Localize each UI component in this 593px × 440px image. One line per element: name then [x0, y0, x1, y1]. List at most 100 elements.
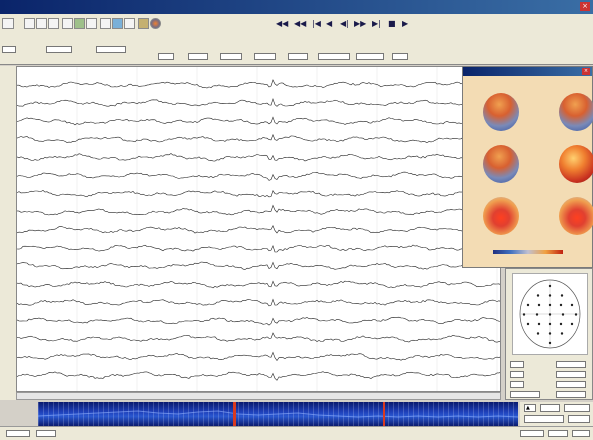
status-field-4[interactable] [548, 430, 568, 437]
back-icon[interactable]: ◀ [326, 19, 333, 28]
electrode-dot [536, 294, 540, 297]
eeg-trace-area[interactable] [16, 66, 501, 392]
electrode-dot [536, 332, 540, 335]
head-model-icon [559, 145, 593, 183]
eeg-channel-trace [17, 244, 500, 253]
eeg-channel-trace [17, 116, 500, 126]
status-field-2[interactable] [36, 430, 56, 437]
eeg-waveforms [17, 67, 500, 391]
status-bar [0, 426, 593, 440]
montage-select[interactable] [46, 46, 72, 53]
electrode-dot [548, 303, 552, 307]
electrode-dot [522, 313, 526, 316]
step-back-icon[interactable]: |◀ [312, 19, 321, 28]
status-field-5[interactable] [572, 430, 590, 437]
spectrogram-marker [233, 402, 236, 426]
analysis-icon[interactable] [124, 18, 135, 29]
save-icon[interactable] [36, 18, 47, 29]
electrode-dot [548, 284, 552, 288]
step-forward-icon[interactable]: ▶| [372, 19, 381, 28]
electrode-grid-icon[interactable] [512, 273, 588, 355]
electrode-option-2[interactable] [556, 371, 586, 378]
horizontal-scrollbar[interactable] [16, 392, 501, 400]
map-icon[interactable] [138, 18, 149, 29]
title-bar: × [0, 0, 593, 14]
head-model-icon [559, 197, 593, 235]
electrode-option-3[interactable] [556, 381, 586, 388]
eeg-channel-trace [17, 204, 500, 216]
eeg-channel-trace [17, 79, 500, 89]
toolbar: ◀◀ ◀◀ |◀ ◀ ◀| ▶▶ ▶| ■ ▶ [0, 14, 593, 43]
map-panel-title [463, 67, 592, 76]
scroll-field[interactable] [2, 46, 16, 53]
status-field-1[interactable] [6, 430, 30, 437]
eeg-channel-trace [17, 171, 500, 181]
electrode-field-2[interactable] [510, 371, 524, 378]
eeg-channel-trace [17, 261, 500, 270]
channel-gutter [0, 66, 17, 400]
electrode-dot [526, 322, 530, 326]
head-model-icon [483, 197, 519, 235]
print-icon[interactable] [48, 18, 59, 29]
date-field[interactable] [318, 53, 350, 60]
electrode-dot [559, 303, 563, 307]
control-bar [0, 42, 593, 65]
lowcut-field[interactable] [220, 53, 242, 60]
electrode-field-1[interactable] [510, 361, 524, 368]
time-field[interactable] [356, 53, 384, 60]
file-icon[interactable] [2, 18, 14, 29]
close-icon[interactable]: × [580, 2, 590, 11]
electrode-dot [570, 303, 574, 307]
electrode-dot [548, 332, 552, 335]
nav-up-icon[interactable]: ▲ [524, 404, 536, 412]
notch-field[interactable] [288, 53, 308, 60]
eeg-channel-trace [17, 97, 500, 107]
highcut-field[interactable] [254, 53, 276, 60]
electrode-dot [548, 294, 552, 297]
nav-button-3[interactable] [568, 415, 590, 423]
head-model-icon [483, 145, 519, 183]
nav-button-2[interactable] [564, 404, 590, 412]
electrode-option-1[interactable] [556, 361, 586, 368]
play-icon[interactable]: ▶ [402, 19, 409, 28]
eeg-channel-trace [17, 190, 500, 198]
speed-field[interactable] [158, 53, 174, 60]
electrode-apply-button[interactable] [510, 391, 540, 398]
electrode-dot [548, 313, 552, 316]
montage-icon[interactable] [86, 18, 97, 29]
electrode-dot [574, 313, 578, 316]
nav-date-field[interactable] [524, 415, 564, 423]
electrode-dot [560, 332, 564, 335]
play-back-icon[interactable]: ◀| [340, 19, 349, 28]
eeg-channel-trace [17, 133, 500, 144]
eeg-channel-trace [17, 316, 500, 326]
open-icon[interactable] [24, 18, 35, 29]
filter-icon[interactable] [74, 18, 85, 29]
chart-icon[interactable] [62, 18, 73, 29]
electrode-dot [560, 294, 564, 297]
electrode-dot [548, 322, 552, 326]
stop-icon[interactable]: ■ [388, 19, 396, 28]
eeg-channel-trace [17, 371, 500, 381]
eeg-channel-trace [17, 298, 500, 307]
spectrogram-overlay [38, 402, 518, 426]
fast-back-icon[interactable]: ◀◀ [294, 19, 307, 28]
electrode-field-3[interactable] [510, 381, 524, 388]
settings-icon[interactable] [112, 18, 123, 29]
spectrogram-icon[interactable] [38, 402, 518, 426]
montage-combo[interactable] [96, 46, 126, 53]
forward-icon[interactable]: ▶▶ [354, 19, 367, 28]
eeg-channel-trace [17, 280, 500, 289]
globe-icon[interactable] [150, 18, 161, 29]
sensitivity-field[interactable] [188, 53, 208, 60]
eeg-channel-trace [17, 224, 500, 234]
map-close-icon[interactable]: × [582, 68, 590, 75]
rewind-icon[interactable]: ◀◀ [276, 19, 289, 28]
nav-button-1[interactable] [540, 404, 560, 412]
head-model-icon [559, 93, 593, 131]
status-field-3[interactable] [520, 430, 544, 437]
zoom-icon[interactable] [100, 18, 111, 29]
electrode-ok-button[interactable] [556, 391, 586, 398]
events-field[interactable] [392, 53, 408, 60]
